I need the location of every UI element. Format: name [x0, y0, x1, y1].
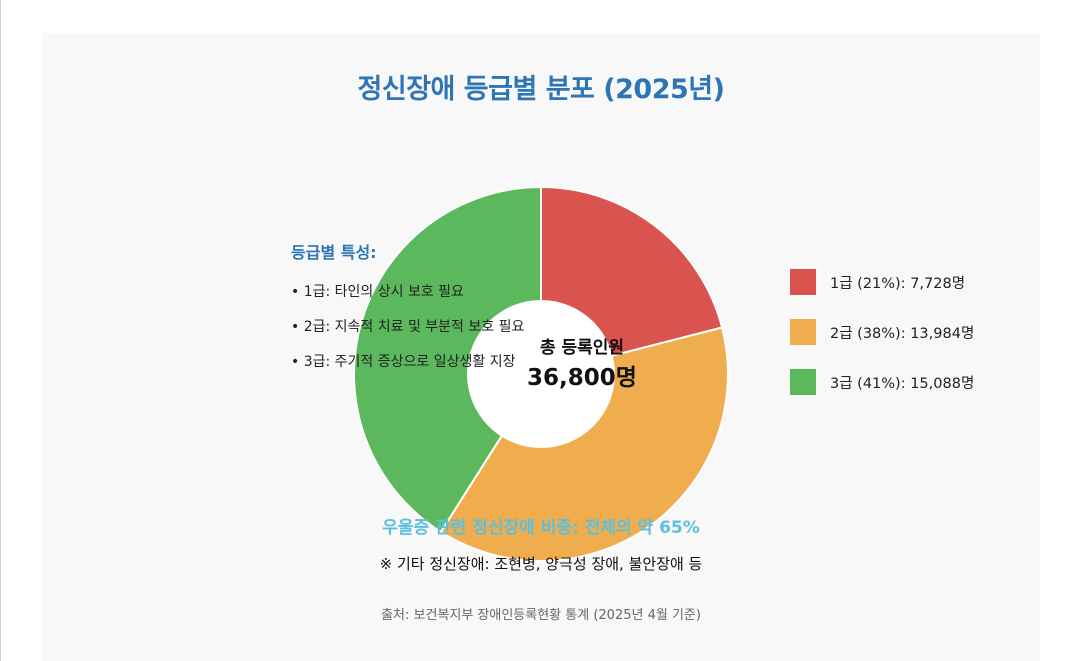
donut-slice-grade3 [353, 185, 542, 534]
source-note: 출처: 보건복지부 장애인등록현황 통계 (2025년 4월 기준) [381, 608, 701, 623]
note-item-1: • 1급: 타인의 상시 보호 필요 [291, 284, 464, 300]
chart-legend: 1급 (21%): 7,728명 2급 (38%): 13,984명 3급 (4… [790, 257, 974, 407]
legend-label-grade2: 2급 (38%): 13,984명 [830, 325, 975, 342]
notes-title: 등급별 특성: [291, 243, 377, 262]
donut-chart [353, 185, 729, 562]
note-item-3: • 3급: 주기적 증상으로 일상생활 지장 [291, 354, 516, 370]
other-disorders-note: ※ 기타 정신장애: 조현병, 양극성 장애, 불안장애 등 [379, 555, 703, 573]
donut-slice-grade2 [439, 326, 729, 562]
legend-swatch-grade1 [790, 269, 816, 295]
note-item-2: • 2급: 지속적 치료 및 부분적 보호 필요 [291, 319, 525, 335]
legend-item-grade2: 2급 (38%): 13,984명 [790, 307, 974, 357]
donut-hole [467, 300, 615, 448]
legend-label-grade1: 1급 (21%): 7,728명 [830, 275, 966, 292]
legend-swatch-grade2 [790, 319, 816, 345]
depression-share-note: 우울증 관련 정신장애 비중: 전체의 약 65% [382, 518, 700, 538]
legend-item-grade1: 1급 (21%): 7,728명 [790, 257, 974, 307]
legend-label-grade3: 3급 (41%): 15,088명 [830, 375, 975, 392]
chart-title: 정신장애 등급별 분포 (2025년) [357, 74, 725, 105]
center-value: 36,800명 [527, 365, 637, 391]
chart-panel: 정신장애 등급별 분포 (2025년) 등급별 특성: • 1급: 타인의 상시… [42, 33, 1040, 661]
grade-notes: 등급별 특성: • 1급: 타인의 상시 보호 필요 • 2급: 지속적 치료 … [291, 239, 524, 386]
center-label: 총 등록인원 [539, 338, 625, 358]
legend-swatch-grade3 [790, 369, 816, 395]
window-edge [0, 0, 1, 661]
legend-item-grade3: 3급 (41%): 15,088명 [790, 357, 974, 407]
